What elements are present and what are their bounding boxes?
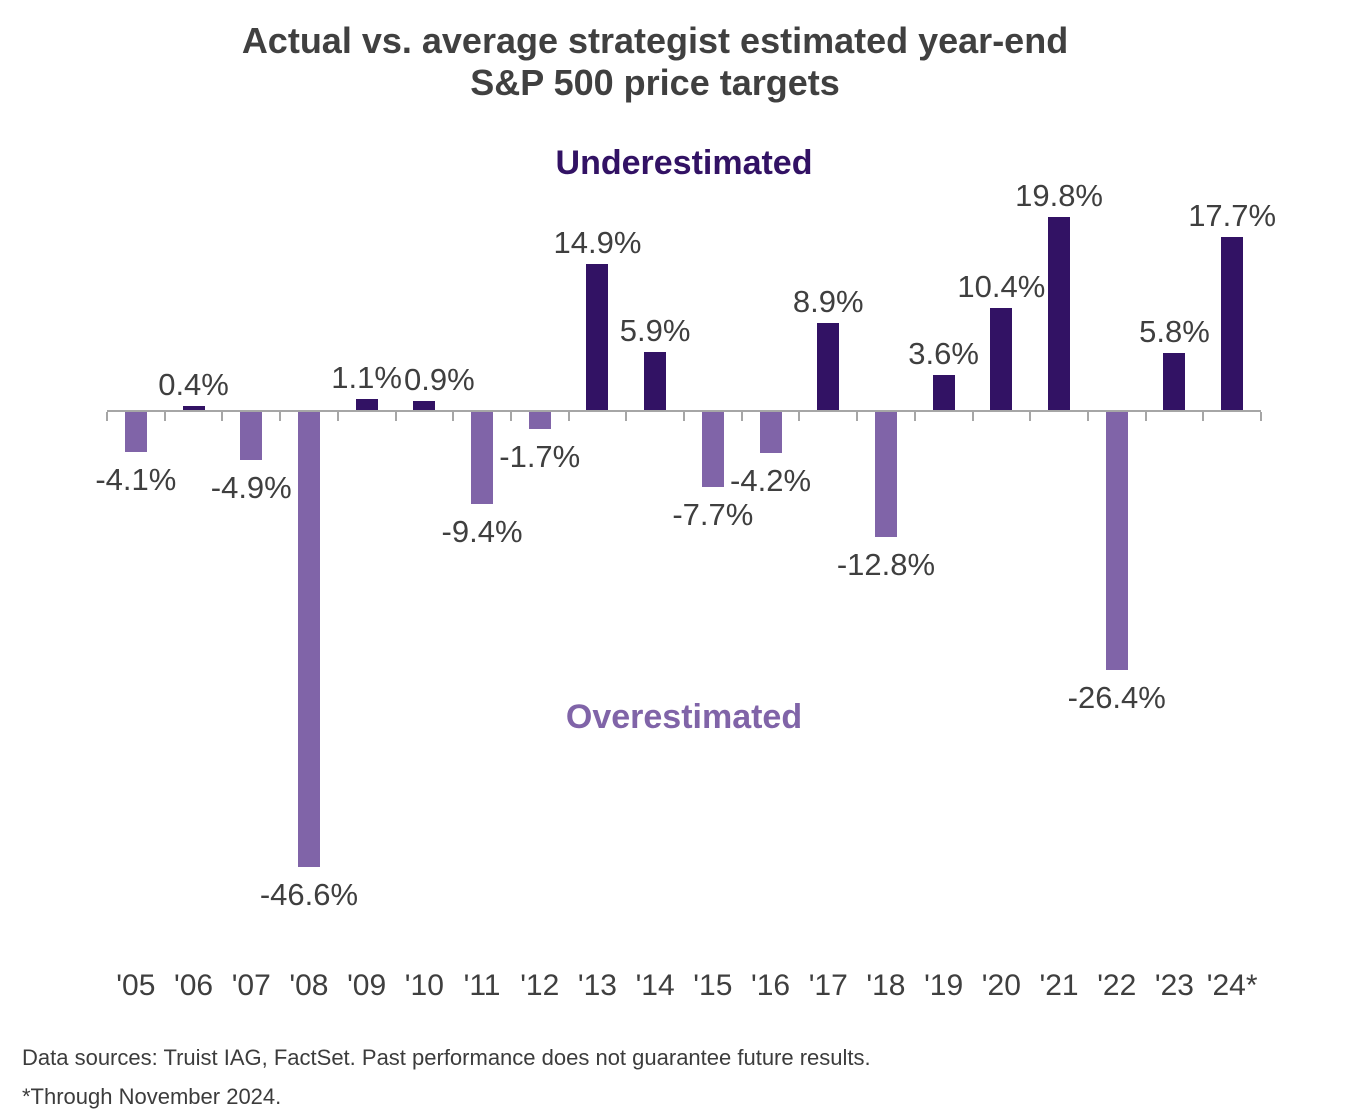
bar-18 [874, 412, 897, 538]
x-axis-tick [1029, 412, 1032, 421]
x-axis-tick-label: '24* [1206, 969, 1258, 1002]
x-axis-line [107, 410, 1261, 412]
x-axis-tick [1260, 412, 1262, 421]
bar-value-label: 5.9% [619, 313, 691, 349]
bar-16 [759, 412, 782, 454]
bar-11 [471, 412, 494, 504]
x-axis-tick [221, 412, 224, 421]
x-axis-tick-label: '23 [1154, 969, 1194, 1002]
bar-value-label: 14.9% [553, 225, 642, 261]
bar-21 [1048, 216, 1071, 410]
x-axis-tick-label: '18 [866, 969, 906, 1002]
x-axis-tick-label: '14 [635, 969, 675, 1002]
x-axis-tick-label: '07 [231, 969, 271, 1002]
bar-value-label: -4.1% [95, 462, 177, 498]
bar-value-label: -26.4% [1067, 679, 1166, 715]
bar-value-label: 0.9% [404, 362, 475, 398]
x-axis-tick-label: '20 [981, 969, 1021, 1002]
x-axis-tick [625, 412, 628, 421]
x-axis-tick [106, 412, 108, 421]
x-axis-tick-label: '16 [750, 969, 791, 1002]
x-axis-tick-label: '19 [924, 969, 964, 1002]
x-axis-tick-label: '06 [173, 969, 214, 1002]
x-axis-tick-label: '08 [289, 969, 329, 1002]
x-axis-tick [856, 412, 859, 421]
bar-09 [355, 399, 378, 410]
bar-value-label: -4.2% [730, 463, 812, 499]
x-axis-tick-label: '22 [1097, 969, 1137, 1002]
bar-20 [990, 308, 1013, 410]
bar-15 [701, 412, 724, 488]
bar-value-label: -7.7% [672, 497, 754, 533]
bar-05 [124, 412, 147, 453]
x-axis-tick [567, 412, 570, 421]
x-axis-tick [394, 412, 397, 421]
bar-value-label: -46.6% [259, 877, 359, 913]
bar-value-label: -1.7% [499, 438, 581, 474]
bar-value-label: -12.8% [836, 547, 936, 583]
bar-10 [413, 401, 436, 410]
x-axis-tick [1202, 412, 1205, 421]
bar-value-label: -9.4% [441, 513, 523, 549]
bar-value-label: 19.8% [1015, 177, 1103, 213]
bar-14 [644, 352, 667, 410]
bar-value-label: 0.4% [158, 367, 229, 403]
bar-23 [1163, 353, 1186, 410]
x-axis-tick-label: '12 [520, 969, 560, 1002]
bar-value-label: 17.7% [1188, 198, 1277, 234]
x-axis-tick [279, 412, 282, 421]
bar-12 [528, 412, 551, 429]
bar-value-label: 1.1% [331, 360, 402, 396]
bar-17 [817, 323, 840, 410]
bar-value-label: 10.4% [957, 269, 1046, 305]
x-axis-tick-label: '13 [577, 969, 617, 1002]
bar-08 [297, 412, 320, 868]
bar-value-label: 5.8% [1139, 314, 1210, 350]
x-axis-tick [740, 412, 743, 421]
bar-value-label: 8.9% [792, 284, 864, 320]
x-axis-tick [1086, 412, 1089, 421]
x-axis-tick [913, 412, 916, 421]
bar-24 [1221, 237, 1244, 410]
x-axis-tick [683, 412, 685, 421]
x-axis-tick-label: '09 [347, 969, 387, 1002]
bar-13 [586, 264, 609, 410]
x-axis-tick-label: '21 [1039, 969, 1079, 1002]
x-axis-tick [336, 412, 339, 421]
bar-06 [182, 406, 205, 410]
x-axis-tick [971, 412, 974, 421]
x-axis-tick [452, 412, 455, 421]
x-axis-tick [1144, 412, 1147, 421]
x-axis-tick [163, 412, 166, 421]
x-axis-tick [509, 412, 512, 421]
bar-07 [240, 412, 263, 460]
footer-data-sources: Data sources: Truist IAG, FactSet. Past … [22, 1045, 871, 1070]
chart-title-line1: Actual vs. average strategist estimated … [241, 20, 1069, 61]
x-axis-tick-label: '10 [404, 969, 444, 1002]
x-axis-tick [798, 412, 801, 421]
x-axis-tick-label: '05 [116, 969, 156, 1002]
x-axis-tick-label: '17 [808, 969, 848, 1002]
bar-value-label: -4.9% [210, 469, 292, 505]
overestimated-label: Overestimated [565, 698, 803, 736]
underestimated-label: Underestimated [555, 144, 813, 182]
x-axis-tick-label: '15 [693, 969, 733, 1002]
bar-value-label: 3.6% [908, 335, 979, 371]
footer-through-note: *Through November 2024. [22, 1084, 282, 1109]
chart-title-line2: S&P 500 price targets [470, 62, 840, 103]
bar-19 [932, 374, 955, 410]
bar-22 [1105, 412, 1128, 670]
chart-title: Actual vs. average strategist estimated … [0, 20, 1310, 104]
x-axis-tick-label: '11 [463, 969, 501, 1002]
